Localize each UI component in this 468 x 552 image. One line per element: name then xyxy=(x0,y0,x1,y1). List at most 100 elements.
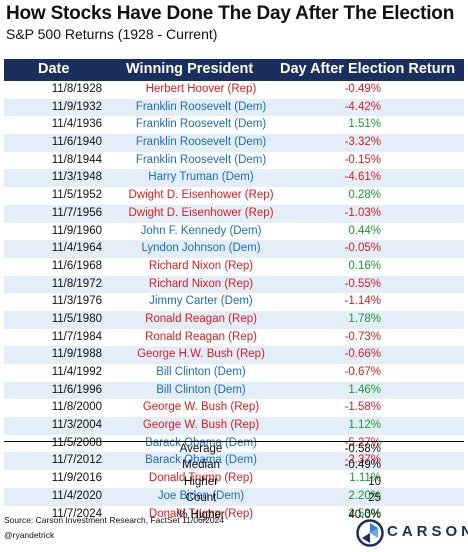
table-row: 11/3/2004 George W. Bush (Rep) 1.12% xyxy=(4,417,464,435)
summary-value: 25 xyxy=(368,492,381,505)
row-date: 11/8/1944 xyxy=(51,153,102,166)
row-return: 0.44% xyxy=(348,224,381,237)
summary-row: Average -0.58% xyxy=(4,442,464,458)
table-row: 11/8/2000 George W. Bush (Rep) -1.58% xyxy=(4,399,464,417)
table-row: 11/8/1944 Franklin Roosevelt (Dem) -0.15% xyxy=(4,152,464,170)
row-date: 11/3/2004 xyxy=(51,419,102,432)
row-date: 11/5/1980 xyxy=(51,312,102,325)
row-date: 11/8/1972 xyxy=(51,277,102,290)
row-return: 2.20% xyxy=(348,489,381,502)
table-row: 11/3/1976 Jimmy Carter (Dem) -1.14% xyxy=(4,293,464,311)
column-header-return: Day After Election Return xyxy=(280,61,456,77)
row-date: 11/4/2020 xyxy=(51,489,102,502)
row-return: 1.12% xyxy=(348,419,381,432)
carson-logo: CARSON xyxy=(356,519,468,549)
row-president: Bill Clinton (Dem) xyxy=(156,383,246,396)
column-header-date: Date xyxy=(38,61,70,77)
row-date: 11/5/1952 xyxy=(51,189,102,202)
row-return: 1.11% xyxy=(349,472,381,485)
row-president: Franklin Roosevelt (Dem) xyxy=(135,153,267,166)
row-date: 11/6/1968 xyxy=(51,259,102,272)
row-date: 11/9/2016 xyxy=(51,472,102,485)
row-president: Richard Nixon (Rep) xyxy=(148,259,254,272)
row-return: 0.28% xyxy=(348,189,381,202)
summary-value: 10 xyxy=(368,475,381,488)
row-president: Donald Trump (Rep) xyxy=(148,507,254,520)
table-row: 11/4/1936 Franklin Roosevelt (Dem) 1.51% xyxy=(4,116,464,134)
row-return: -4.42% xyxy=(344,100,381,113)
table-row: 11/9/1960 John F. Kennedy (Dem) 0.44% xyxy=(4,223,464,241)
row-president: Barack Obama (Dem) xyxy=(145,454,257,467)
row-return: -0.49% xyxy=(344,83,381,95)
row-president: Herbert Hoover (Rep) xyxy=(145,83,257,95)
row-return: -0.15% xyxy=(344,153,381,166)
table-row: 11/4/1964 Lyndon Johnson (Dem) -0.05% xyxy=(4,240,464,258)
row-president: Bill Clinton (Dem) xyxy=(156,366,246,378)
page-subtitle: S&P 500 Returns (1928 - Current) xyxy=(6,26,218,42)
row-return: -4.61% xyxy=(344,171,381,184)
row-president: Richard Nixon (Rep) xyxy=(148,277,254,290)
row-president: Franklin Roosevelt (Dem) xyxy=(135,136,267,149)
table-row: 11/9/2016 Donald Trump (Rep) 1.11% xyxy=(4,470,464,488)
row-date: 11/3/1948 xyxy=(51,171,102,184)
row-return: 1.78% xyxy=(348,312,381,325)
table-row: 11/5/1952 Dwight D. Eisenhower (Rep) 0.28% xyxy=(4,187,464,205)
table-row: 11/9/1988 George H.W. Bush (Rep) -0.66% xyxy=(4,346,464,364)
summary-row: Higher 10 xyxy=(4,475,464,491)
row-president: Dwight D. Eisenhower (Rep) xyxy=(128,189,274,202)
row-date: 11/8/2000 xyxy=(51,401,102,414)
row-president: Jimmy Carter (Dem) xyxy=(149,295,253,308)
table-row: 11/6/1996 Bill Clinton (Dem) 1.46% xyxy=(4,381,464,400)
row-president: George W. Bush (Rep) xyxy=(142,419,260,432)
row-president: Ronald Reagan (Rep) xyxy=(145,312,257,325)
row-date: 11/6/1940 xyxy=(51,136,102,149)
row-date: 11/4/1992 xyxy=(51,366,102,378)
row-president: Franklin Roosevelt (Dem) xyxy=(135,100,267,113)
summary-label: Count xyxy=(185,492,217,505)
row-date: 11/6/1996 xyxy=(51,383,102,396)
row-president: Dwight D. Eisenhower (Rep) xyxy=(128,206,274,219)
summary-value: -0.58% xyxy=(344,443,381,455)
table-row: 11/6/1940 Franklin Roosevelt (Dem) -3.32% xyxy=(4,134,464,152)
row-date: 11/4/1936 xyxy=(51,118,102,131)
table-row: 11/5/1980 Ronald Reagan (Rep) 1.78% xyxy=(4,310,464,329)
table-header: Date Winning President Day After Electio… xyxy=(4,59,464,81)
table-body: 11/8/1928 Herbert Hoover (Rep) -0.49% 11/9/… xyxy=(4,81,464,523)
source-note: Source: Carson Investment Research, Fact… xyxy=(4,515,225,525)
table-row: 11/7/1984 Ronald Reagan (Rep) -0.73% xyxy=(4,329,464,347)
row-return: -0.73% xyxy=(344,330,381,343)
author-handle: @ryandetrick xyxy=(4,530,55,540)
carson-circle-logo-icon xyxy=(356,519,384,547)
row-date: 11/7/1984 xyxy=(51,330,102,343)
summary-label: Average xyxy=(179,443,223,455)
row-date: 11/7/2024 xyxy=(51,507,102,520)
summary-section: Average -0.58% Median -0.49% Higher 10 Count 25… xyxy=(4,441,464,524)
page-title: How Stocks Have Done The Day After The E… xyxy=(6,3,455,24)
row-date: 11/9/1960 xyxy=(51,224,102,237)
row-date: 11/5/2008 xyxy=(51,436,102,449)
table-row: 11/5/2008 Barack Obama (Dem) -5.27% xyxy=(4,435,464,453)
table-row: 11/7/1956 Dwight D. Eisenhower (Rep) -1.03… xyxy=(4,204,464,223)
row-return: -1.03% xyxy=(344,206,381,219)
row-return: -0.05% xyxy=(344,242,381,255)
logo-wordmark: CARSON xyxy=(387,523,468,540)
summary-label: Median xyxy=(182,459,220,472)
row-date: 11/9/1932 xyxy=(51,100,102,113)
table-row: 11/8/1928 Herbert Hoover (Rep) -0.49% xyxy=(4,81,464,99)
table-row: 11/9/1932 Franklin Roosevelt (Dem) -4.42% xyxy=(4,98,464,117)
row-return: -2.37% xyxy=(344,454,381,467)
row-president: John F. Kennedy (Dem) xyxy=(140,224,262,237)
table-row: 11/6/1968 Richard Nixon (Rep) 0.16% xyxy=(4,258,464,276)
row-return: -0.66% xyxy=(344,348,381,361)
row-date: 11/7/1956 xyxy=(51,206,102,219)
row-return: 1.46% xyxy=(348,383,381,396)
row-return: 1.51% xyxy=(348,118,381,131)
summary-row: Count 25 xyxy=(4,491,464,507)
summary-value: 40.0% xyxy=(348,508,381,521)
row-president: Barack Obama (Dem) xyxy=(145,436,257,449)
row-date: 11/9/1988 xyxy=(51,348,102,361)
row-return: -0.55% xyxy=(344,277,381,290)
row-return: -5.27% xyxy=(344,436,381,449)
summary-label: % Higher xyxy=(177,508,225,521)
summary-label: Higher xyxy=(184,475,218,488)
